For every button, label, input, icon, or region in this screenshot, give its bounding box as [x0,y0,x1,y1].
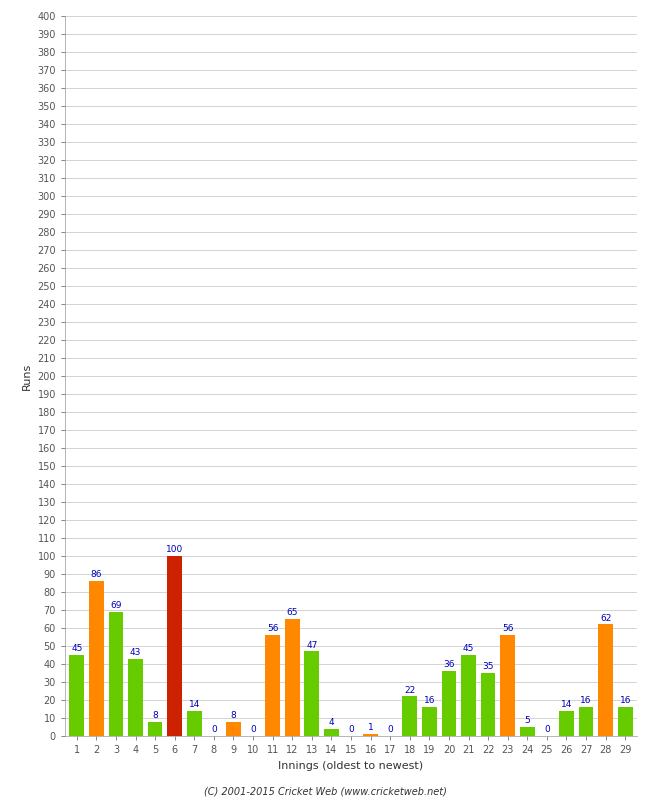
Text: 43: 43 [130,648,141,657]
Bar [148,722,162,736]
Bar [422,707,437,736]
Text: 16: 16 [424,696,435,706]
Bar [285,619,300,736]
Text: 62: 62 [600,614,612,622]
Bar [559,711,574,736]
Text: 5: 5 [525,716,530,726]
Text: 1: 1 [368,723,374,733]
Bar [324,729,339,736]
Text: (C) 2001-2015 Cricket Web (www.cricketweb.net): (C) 2001-2015 Cricket Web (www.cricketwe… [203,786,447,796]
Text: 0: 0 [387,726,393,734]
Text: 22: 22 [404,686,415,694]
Text: 8: 8 [152,711,158,720]
Bar [128,658,143,736]
Bar [520,727,535,736]
Bar [598,624,613,736]
Text: 0: 0 [211,726,216,734]
Bar [578,707,593,736]
Bar [167,556,182,736]
Text: 56: 56 [267,624,278,634]
Text: 35: 35 [482,662,494,671]
Bar [462,655,476,736]
Bar [226,722,240,736]
Bar [109,612,124,736]
Text: 45: 45 [463,644,474,653]
Text: 45: 45 [71,644,83,653]
Text: 56: 56 [502,624,514,634]
Text: 16: 16 [580,696,592,706]
Text: 0: 0 [544,726,550,734]
Text: 0: 0 [250,726,256,734]
Bar [187,711,202,736]
Bar [500,635,515,736]
Text: 8: 8 [231,711,237,720]
Bar [70,655,84,736]
Bar [265,635,280,736]
Text: 86: 86 [90,570,102,579]
Bar [304,651,319,736]
Text: 100: 100 [166,546,183,554]
Text: 69: 69 [111,601,122,610]
Bar [441,671,456,736]
X-axis label: Innings (oldest to newest): Innings (oldest to newest) [278,761,424,770]
Bar [618,707,632,736]
Bar [481,673,495,736]
Text: 14: 14 [561,700,572,709]
Text: 47: 47 [306,641,317,650]
Bar [363,734,378,736]
Text: 65: 65 [287,608,298,618]
Text: 0: 0 [348,726,354,734]
Text: 14: 14 [188,700,200,709]
Y-axis label: Runs: Runs [22,362,32,390]
Text: 36: 36 [443,661,455,670]
Bar [89,581,104,736]
Text: 4: 4 [329,718,334,727]
Bar [402,696,417,736]
Text: 16: 16 [619,696,631,706]
